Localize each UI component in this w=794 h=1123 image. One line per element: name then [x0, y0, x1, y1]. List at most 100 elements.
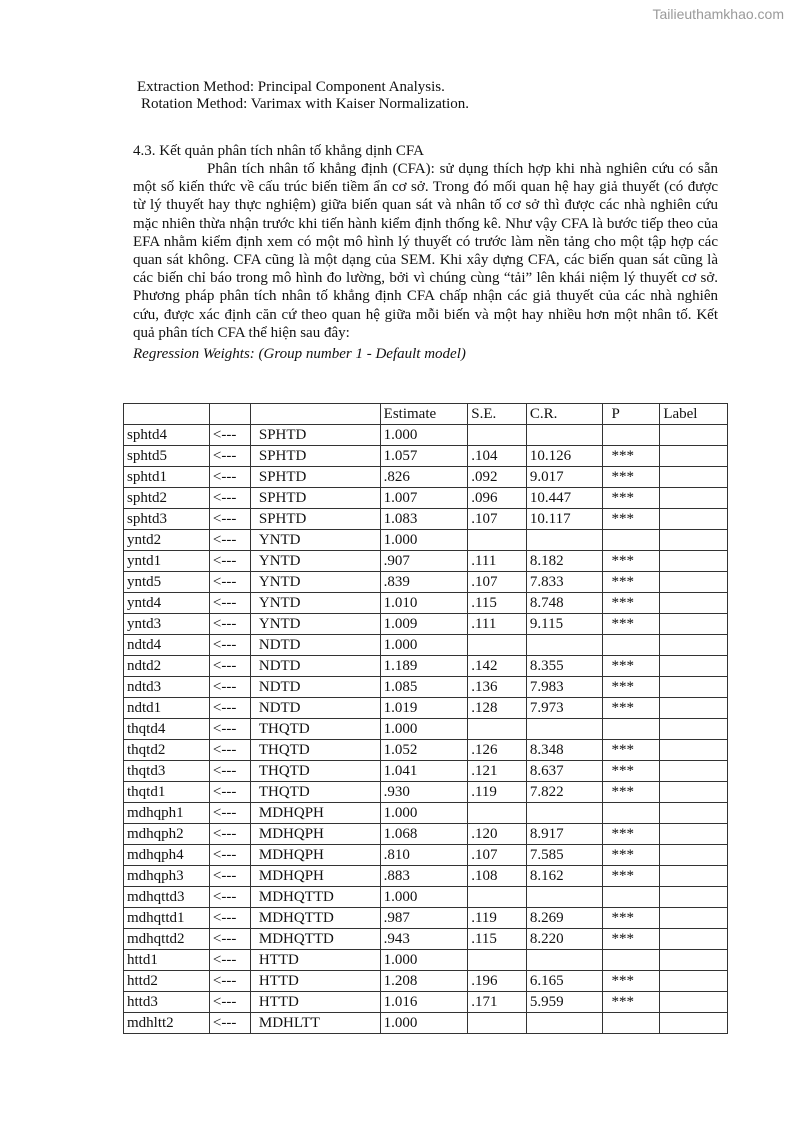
- arrow-cell: <---: [208, 592, 251, 614]
- cr-cell: 8.348: [525, 739, 604, 761]
- estimate-cell: .810: [379, 844, 469, 866]
- table-row: yntd5 <--- YNTD .839.107 7.833 ***: [123, 571, 728, 593]
- label-cell: [659, 550, 728, 572]
- p-cell: [602, 1012, 661, 1034]
- variable-cell: ndtd4: [123, 634, 210, 656]
- table-row: httd1 <--- HTTD 1.000: [123, 949, 728, 971]
- variable-cell: ndtd3: [123, 676, 210, 698]
- factor-cell: YNTD: [249, 529, 381, 551]
- se-cell: .115: [467, 592, 527, 614]
- estimate-cell: 1.000: [379, 634, 469, 656]
- cr-cell: 9.115: [525, 613, 604, 635]
- factor-cell: THQTD: [249, 760, 381, 782]
- table-row: httd2 <--- HTTD 1.208.196 6.165 ***: [123, 970, 728, 992]
- variable-cell: yntd2: [123, 529, 210, 551]
- arrow-cell: <---: [208, 445, 251, 467]
- label-cell: [659, 907, 728, 929]
- label-cell: [659, 928, 728, 950]
- se-cell: .092: [467, 466, 527, 488]
- p-cell: ***: [602, 592, 661, 614]
- estimate-cell: 1.009: [379, 613, 469, 635]
- arrow-cell: <---: [208, 655, 251, 677]
- factor-cell: NDTD: [249, 655, 381, 677]
- label-cell: [659, 676, 728, 698]
- cr-cell: [525, 424, 604, 446]
- factor-cell: MDHQTTD: [249, 928, 381, 950]
- table-row: yntd2 <--- YNTD 1.000: [123, 529, 728, 551]
- factor-cell: YNTD: [249, 613, 381, 635]
- se-cell: [467, 529, 527, 551]
- factor-cell: THQTD: [249, 781, 381, 803]
- factor-cell: MDHQTTD: [249, 886, 381, 908]
- factor-cell: YNTD: [249, 571, 381, 593]
- variable-cell: thqtd4: [123, 718, 210, 740]
- arrow-cell: <---: [208, 550, 251, 572]
- cr-cell: [525, 1012, 604, 1034]
- estimate-cell: 1.000: [379, 424, 469, 446]
- arrow-cell: <---: [208, 634, 251, 656]
- table-row: sphtd2 <--- SPHTD 1.007.096 10.447 ***: [123, 487, 728, 509]
- cr-cell: [525, 529, 604, 551]
- label-cell: [659, 592, 728, 614]
- arrow-cell: <---: [208, 508, 251, 530]
- paragraph-text: Phân tích nhân tố khẳng định (CFA): sử d…: [133, 161, 718, 341]
- label-cell: [659, 781, 728, 803]
- estimate-cell: 1.000: [379, 949, 469, 971]
- arrow-cell: <---: [208, 424, 251, 446]
- se-cell: .171: [467, 991, 527, 1013]
- se-cell: .107: [467, 508, 527, 530]
- table-row: yntd4 <--- YNTD 1.010.115 8.748 ***: [123, 592, 728, 614]
- variable-cell: sphtd4: [123, 424, 210, 446]
- table-row: mdhqttd2 <--- MDHQTTD .943.115 8.220 ***: [123, 928, 728, 950]
- arrow-cell: <---: [208, 802, 251, 824]
- estimate-cell: 1.000: [379, 802, 469, 824]
- cr-cell: 10.447: [525, 487, 604, 509]
- factor-cell: NDTD: [249, 697, 381, 719]
- arrow-cell: <---: [208, 970, 251, 992]
- arrow-cell: <---: [208, 886, 251, 908]
- table-row: ndtd2 <--- NDTD 1.189.142 8.355 ***: [123, 655, 728, 677]
- arrow-cell: <---: [208, 697, 251, 719]
- factor-cell: NDTD: [249, 676, 381, 698]
- arrow-cell: <---: [208, 571, 251, 593]
- label-cell: [659, 718, 728, 740]
- se-cell: .120: [467, 823, 527, 845]
- extraction-note: Extraction Method: Principal Component A…: [137, 79, 445, 95]
- table-row: ndtd1 <--- NDTD 1.019.128 7.973 ***: [123, 697, 728, 719]
- variable-cell: thqtd2: [123, 739, 210, 761]
- cr-cell: 8.269: [525, 907, 604, 929]
- p-cell: ***: [602, 991, 661, 1013]
- table-row: mdhqph2 <--- MDHQPH 1.068.120 8.917 ***: [123, 823, 728, 845]
- table-row: sphtd3 <--- SPHTD 1.083.107 10.117 ***: [123, 508, 728, 530]
- se-cell: [467, 949, 527, 971]
- p-cell: [602, 529, 661, 551]
- se-cell: .111: [467, 550, 527, 572]
- p-cell: ***: [602, 781, 661, 803]
- estimate-cell: .839: [379, 571, 469, 593]
- cr-cell: 7.822: [525, 781, 604, 803]
- se-cell: .107: [467, 844, 527, 866]
- table-row: sphtd1 <--- SPHTD .826.092 9.017 ***: [123, 466, 728, 488]
- se-cell: .128: [467, 697, 527, 719]
- p-cell: ***: [602, 907, 661, 929]
- estimate-cell: .826: [379, 466, 469, 488]
- arrow-cell: <---: [208, 613, 251, 635]
- se-cell: .121: [467, 760, 527, 782]
- estimate-cell: 1.208: [379, 970, 469, 992]
- column-header: [249, 403, 381, 425]
- estimate-cell: 1.052: [379, 739, 469, 761]
- table-row: mdhltt2 <--- MDHLTT 1.000: [123, 1012, 728, 1034]
- cr-cell: 6.165: [525, 970, 604, 992]
- arrow-cell: <---: [208, 718, 251, 740]
- se-cell: [467, 424, 527, 446]
- variable-cell: ndtd1: [123, 697, 210, 719]
- se-cell: [467, 802, 527, 824]
- cr-cell: 7.973: [525, 697, 604, 719]
- arrow-cell: <---: [208, 466, 251, 488]
- label-cell: [659, 844, 728, 866]
- estimate-cell: 1.000: [379, 718, 469, 740]
- cr-cell: [525, 802, 604, 824]
- label-cell: [659, 949, 728, 971]
- se-cell: .104: [467, 445, 527, 467]
- p-cell: ***: [602, 697, 661, 719]
